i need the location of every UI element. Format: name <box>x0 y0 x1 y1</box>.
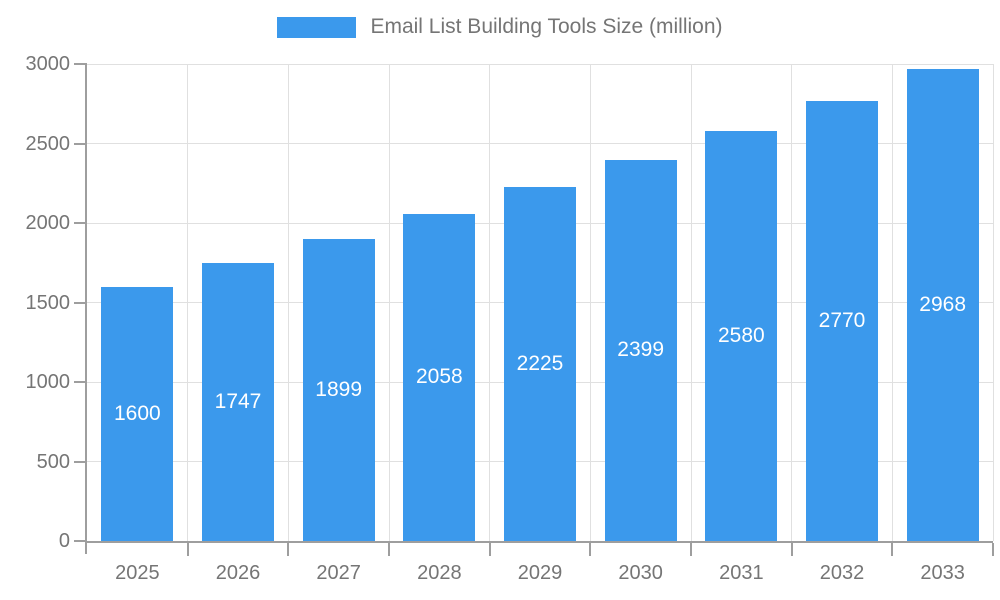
bar-value-label: 1899 <box>315 378 363 402</box>
x-axis-tick <box>488 543 491 556</box>
x-gridline <box>891 64 893 541</box>
x-axis-tick-label: 2025 <box>115 562 160 584</box>
x-gridline <box>791 64 793 541</box>
x-axis-tick <box>690 543 692 556</box>
bar-value-label: 1600 <box>113 401 161 425</box>
x-gridline <box>690 64 692 541</box>
y-gridline <box>87 143 993 144</box>
bar-2030 <box>604 159 677 541</box>
bar-value-label: 2580 <box>717 323 765 347</box>
y-axis-tick-label: 3000 <box>25 53 71 75</box>
x-axis-tick-label: 2027 <box>316 562 361 584</box>
bar-2029 <box>504 187 576 541</box>
x-gridline <box>287 64 289 541</box>
y-axis-tick-label: 1000 <box>25 371 71 393</box>
x-gridline <box>187 64 189 541</box>
y-axis-tick <box>74 301 87 304</box>
x-axis-tick <box>388 543 390 556</box>
x-axis-tick-label: 2028 <box>417 562 462 584</box>
x-axis-tick-label: 2026 <box>215 562 261 584</box>
y-axis-tick-label: 1500 <box>25 291 71 314</box>
x-axis-tick-label: 2030 <box>618 562 663 584</box>
x-axis-tick <box>992 543 994 556</box>
bar-value-label: 1747 <box>214 390 262 414</box>
y-axis-tick-label: 500 <box>36 450 70 473</box>
bar-2025 <box>101 286 174 541</box>
y-axis-tick-label: 0 <box>58 530 70 552</box>
legend-label: Email List Building Tools Size (million) <box>370 15 723 38</box>
bar-2026 <box>202 263 274 541</box>
y-axis-tick <box>74 381 87 383</box>
x-gridline <box>992 64 994 541</box>
y-axis-line <box>85 64 87 554</box>
bar-value-label: 2058 <box>415 365 463 389</box>
x-gridline <box>489 64 491 541</box>
y-axis-tick <box>74 63 87 65</box>
x-axis-tick <box>790 543 793 556</box>
bar-value-label: 2225 <box>516 352 564 376</box>
x-gridline <box>589 64 591 541</box>
x-axis-tick <box>287 543 290 556</box>
bar-value-label: 2770 <box>818 308 866 332</box>
bar-value-label: 2968 <box>919 293 967 317</box>
y-gridline <box>87 63 993 65</box>
x-gridline <box>388 64 390 541</box>
legend-item[interactable]: Email List Building Tools Size (million) <box>0 15 1000 39</box>
y-axis-tick-label: 2500 <box>25 132 71 155</box>
bar-2032 <box>806 100 878 541</box>
x-axis-line <box>85 541 993 543</box>
x-axis-tick <box>186 543 189 556</box>
bar-2027 <box>302 239 375 541</box>
bar-2031 <box>705 130 778 541</box>
x-axis-tick-label: 2031 <box>719 562 764 584</box>
x-axis-tick <box>589 543 592 556</box>
bar-2033 <box>906 69 979 541</box>
legend-swatch-icon <box>277 16 357 38</box>
y-axis-tick-label: 2000 <box>25 212 71 234</box>
y-axis-tick <box>74 142 87 145</box>
x-axis-tick-label: 2029 <box>517 562 563 584</box>
bar-value-label: 2399 <box>617 338 665 362</box>
bar-2028 <box>403 213 476 541</box>
y-axis-tick <box>74 460 87 463</box>
y-axis-tick <box>74 222 87 224</box>
x-axis-tick-label: 2033 <box>920 562 965 584</box>
x-axis-tick-label: 2032 <box>819 562 865 584</box>
x-axis-tick <box>891 543 894 556</box>
y-axis-tick <box>74 540 87 542</box>
